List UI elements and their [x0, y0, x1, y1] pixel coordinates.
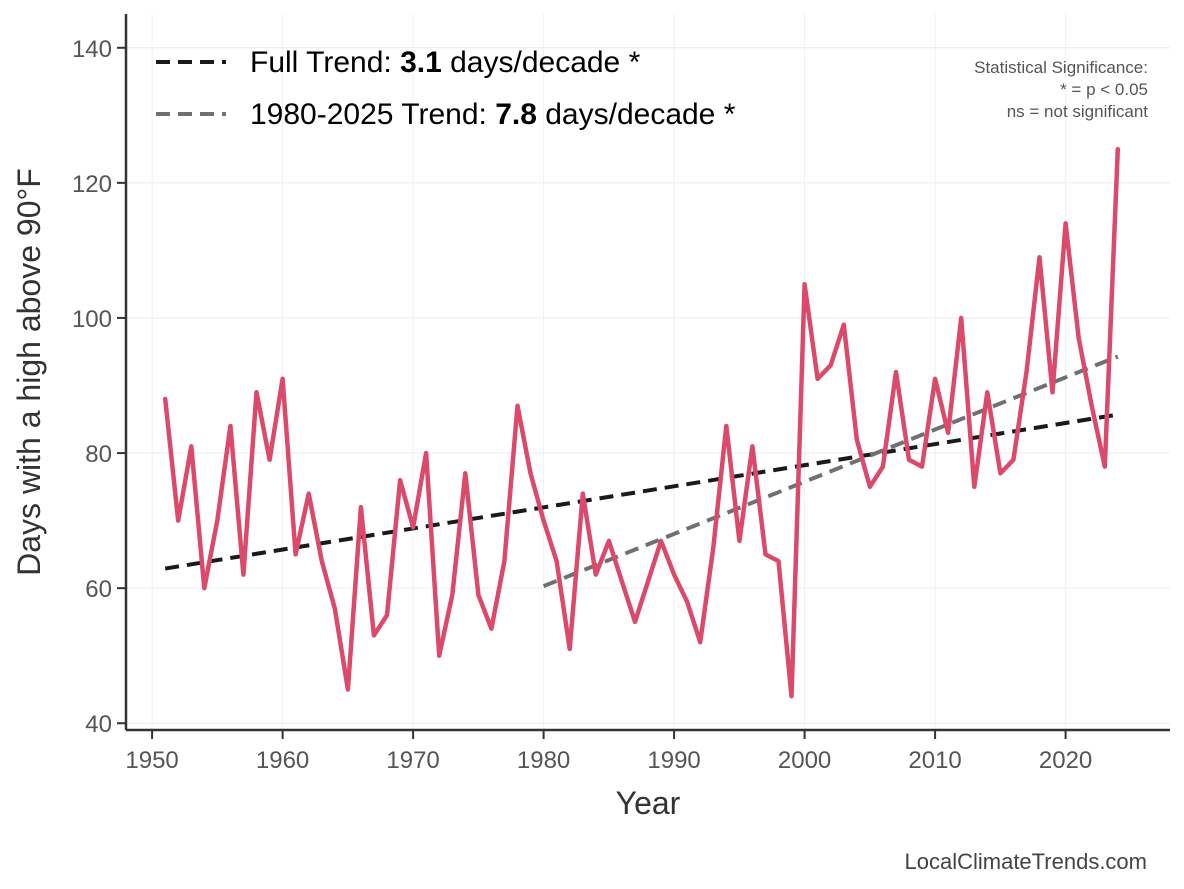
- significance-line-1: Statistical Significance:: [974, 58, 1148, 77]
- x-tick-label: 1970: [386, 747, 439, 774]
- legend-label: 1980-2025 Trend: 7.8 days/decade *: [250, 98, 736, 131]
- x-tick-label: 1990: [647, 747, 700, 774]
- legend-label-prefix: Full Trend:: [250, 46, 400, 79]
- legend-label: Full Trend: 3.1 days/decade *: [250, 46, 641, 79]
- significance-line-3: ns = not significant: [1007, 102, 1149, 121]
- x-tick-label: 1960: [256, 747, 309, 774]
- y-axis-title: Days with a high above 90°F: [11, 168, 47, 576]
- y-tick-label: 140: [72, 36, 112, 63]
- full-trend-line: [164, 412, 1119, 571]
- significance-note: Statistical Significance: * = p < 0.05 n…: [974, 58, 1148, 121]
- y-tick-label: 120: [72, 171, 112, 198]
- x-tick-label: 2000: [778, 747, 831, 774]
- legend-label-suffix: days/decade *: [537, 98, 736, 131]
- x-tick-label: 1980: [517, 747, 570, 774]
- y-tick-label: 40: [85, 711, 112, 738]
- y-tick-label: 60: [85, 576, 112, 603]
- grid: [126, 14, 1170, 730]
- series-line: [162, 146, 1121, 699]
- axes: [124, 14, 1170, 732]
- recent-trend-line: [542, 354, 1119, 588]
- data-series: [162, 146, 1121, 699]
- legend-label-suffix: days/decade *: [442, 46, 641, 79]
- significance-line-2: * = p < 0.05: [1060, 80, 1148, 99]
- legend-label-prefix: 1980-2025 Trend:: [250, 98, 495, 131]
- x-tick-label: 2010: [908, 747, 961, 774]
- credit-text: LocalClimateTrends.com: [905, 849, 1148, 874]
- x-tick-label: 1950: [125, 747, 178, 774]
- y-ticks: 40 60 80 100 120 140: [72, 36, 126, 738]
- y-tick-label: 80: [85, 441, 112, 468]
- legend: Full Trend: 3.1 days/decade *1980-2025 T…: [156, 46, 736, 131]
- x-ticks: 1950 1960 1970 1980 1990 2000 2010 2020: [125, 730, 1092, 774]
- x-axis-title: Year: [616, 785, 681, 821]
- legend-label-value: 3.1: [400, 46, 442, 79]
- legend-label-value: 7.8: [495, 98, 537, 131]
- y-tick-label: 100: [72, 306, 112, 333]
- x-tick-label: 2020: [1039, 747, 1092, 774]
